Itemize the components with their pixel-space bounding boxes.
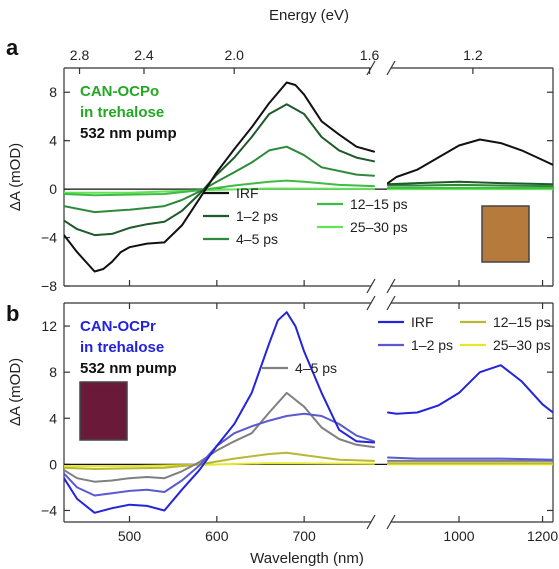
y-tick-label: 4 xyxy=(49,133,57,149)
series-line xyxy=(64,451,375,470)
energy-tick-label: 1.6 xyxy=(360,47,380,63)
legend-entry: 25–30 ps xyxy=(493,337,551,353)
axis-break-mark xyxy=(386,514,396,530)
energy-tick-label: 1.2 xyxy=(463,47,483,63)
panel-annotation: 532 nm pump xyxy=(80,360,177,377)
panel-annotation: in trehalose xyxy=(80,104,164,121)
axis-break-mark xyxy=(366,295,376,311)
legend-entry: 1–2 ps xyxy=(236,208,278,224)
axis-break-mark xyxy=(386,278,396,294)
series-line xyxy=(64,179,375,197)
series-line xyxy=(64,103,375,237)
panel-annotation: CAN-OCPo xyxy=(80,83,159,100)
series-line xyxy=(64,145,375,214)
x-tick-label: 700 xyxy=(292,528,316,544)
y-tick-label: 0 xyxy=(49,181,57,197)
x-tick-label: 500 xyxy=(118,528,142,544)
axis-break-mark xyxy=(366,514,376,530)
series-line xyxy=(64,311,375,514)
axis-break-mark xyxy=(366,60,376,76)
y-tick-label: −4 xyxy=(41,502,57,518)
legend-entry: 1–2 ps xyxy=(411,337,453,353)
series-line xyxy=(64,81,375,273)
x-tick-label: 600 xyxy=(205,528,229,544)
energy-axis-title: Energy (eV) xyxy=(269,7,349,24)
legend-entry: 4–5 ps xyxy=(295,360,337,376)
legend-entry: 12–15 ps xyxy=(350,196,408,212)
energy-tick-label: 2.8 xyxy=(70,47,90,63)
panel-annotation: 532 nm pump xyxy=(80,125,177,142)
axis-break-mark xyxy=(386,60,396,76)
legend-entry: 12–15 ps xyxy=(493,314,551,330)
legend-entry: 25–30 ps xyxy=(350,219,408,235)
series-line xyxy=(387,183,553,188)
axis-break-mark xyxy=(366,278,376,294)
series-line xyxy=(64,391,375,483)
axis-break-mark xyxy=(386,295,396,311)
series-line xyxy=(387,180,553,186)
series-line xyxy=(387,456,553,461)
y-tick-label: 8 xyxy=(49,84,57,100)
y-tick-label: 8 xyxy=(49,364,57,380)
panel-a: −8 −4 0 4 8 2.8 2.4 2.0 1.6 1.2 CAN-OCPo in trehalo… xyxy=(41,47,554,294)
legend-entry: IRF xyxy=(411,314,434,330)
legend-entry: 4–5 ps xyxy=(236,231,278,247)
y-tick-label: −4 xyxy=(41,230,57,246)
panel-annotation: CAN-OCPr xyxy=(80,318,156,335)
x-tick-label: 1000 xyxy=(443,528,474,544)
y-tick-label: 4 xyxy=(49,410,57,426)
series-line xyxy=(387,364,553,415)
series-line xyxy=(387,138,553,185)
plot-frame xyxy=(63,67,554,287)
panel-label-a: a xyxy=(6,35,19,60)
y-axis-title-b: ΔA (mOD) xyxy=(7,358,24,426)
y-tick-label: 12 xyxy=(41,318,57,334)
panel-b: −4 0 4 8 12 500 600 700 1000 1200 CAN-OCPr in treha… xyxy=(41,295,558,544)
panel-label-b: b xyxy=(6,301,19,326)
x-axis-title: Wavelength (nm) xyxy=(250,550,364,567)
sample-photo-inner xyxy=(84,386,123,436)
y-axis-title-a: ΔA (mOD) xyxy=(7,143,24,211)
energy-tick-label: 2.0 xyxy=(224,47,244,63)
y-tick-label: −8 xyxy=(41,278,57,294)
legend-entry: IRF xyxy=(236,185,259,201)
sample-photo-inner xyxy=(486,210,525,258)
panel-annotation: in trehalose xyxy=(80,339,164,356)
x-tick-label: 1200 xyxy=(527,528,558,544)
y-tick-label: 0 xyxy=(49,456,57,472)
energy-tick-label: 2.4 xyxy=(134,47,154,63)
